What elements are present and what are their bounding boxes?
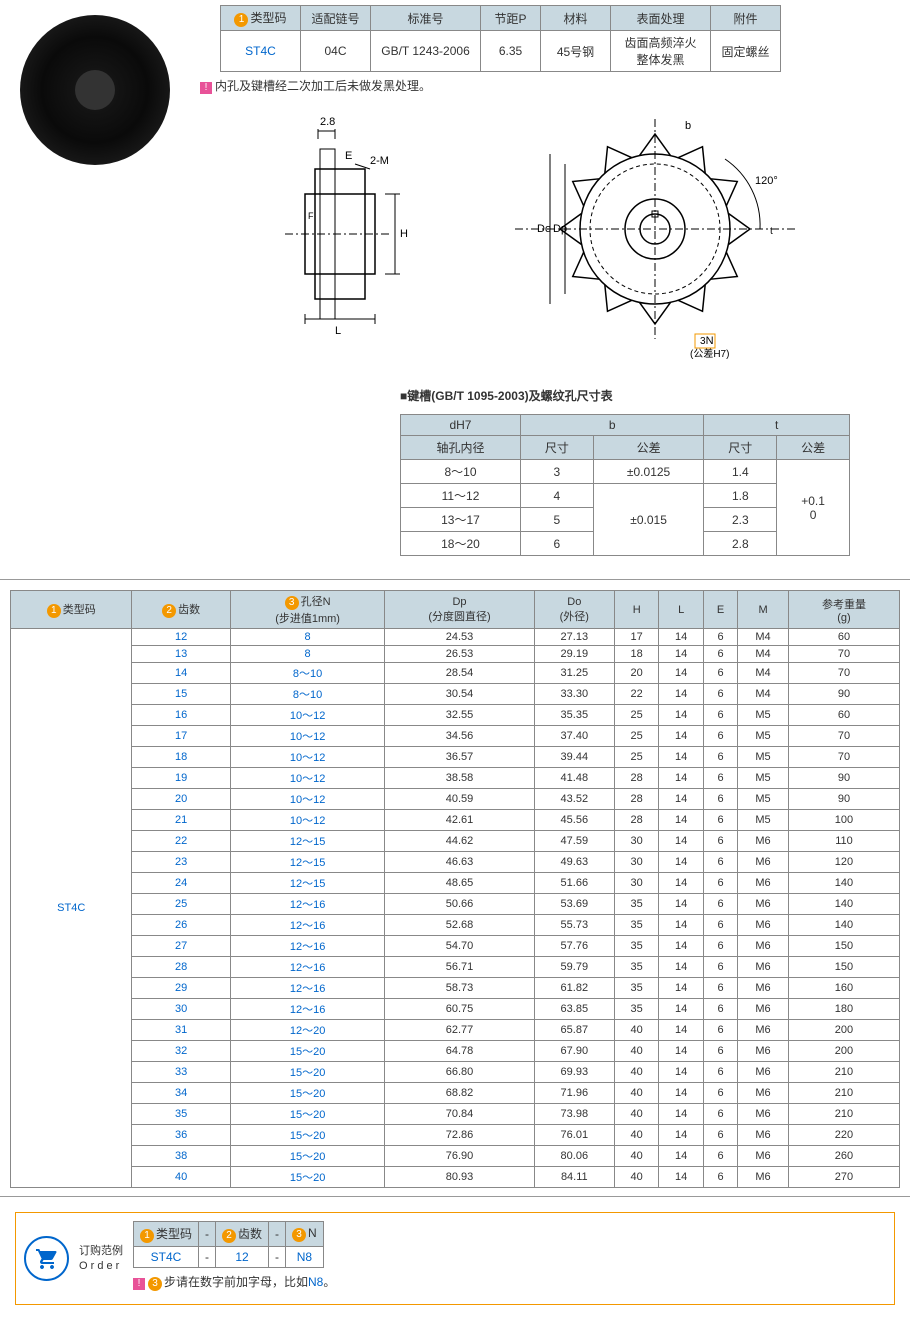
svg-text:L: L [335,325,341,337]
svg-text:F: F [308,211,314,221]
order-note: !3步请在数字前加字母，比如N8。 [133,1273,335,1291]
order-table: 1类型码-2齿数-3N ST4C-12-N8 [133,1221,324,1268]
spec-table: 1类型码适配链号标准号节距P材料表面处理附件 ST4C04CGB/T 1243-… [220,5,781,72]
order-example-box: 订购范例 O r d e r 1类型码-2齿数-3N ST4C-12-N8 !3… [15,1212,895,1305]
svg-text:t: t [770,226,773,237]
order-label: 订购范例 O r d e r [79,1244,123,1273]
svg-text:H: H [400,228,408,240]
svg-text:(公差H7): (公差H7) [690,347,729,360]
svg-text:b: b [685,120,691,132]
svg-text:Dp: Dp [553,223,567,235]
keyslot-title: ■键槽(GB/T 1095-2003)及螺纹孔尺寸表 [400,387,850,404]
svg-text:3N: 3N [700,335,714,347]
keyslot-table: dH7bt 轴孔内径尺寸公差尺寸公差 8～103±0.01251.4+0.10 … [400,414,850,556]
svg-text:2-M: 2-M [370,155,389,167]
technical-diagram: 2.8 E 2-M F H L [200,109,850,372]
cart-icon [24,1236,69,1281]
svg-text:2.8: 2.8 [320,116,335,128]
svg-text:120°: 120° [755,175,778,187]
svg-text:Do: Do [537,223,551,235]
main-data-table: 1类型码2齿数3孔径N(步进值1mm)Dp(分度圆直径)Do(外径)HLEM参考… [10,590,900,1188]
note-1: !内孔及键槽经二次加工后未做发黑处理。 [200,77,850,94]
svg-text:E: E [345,150,352,162]
product-photo [20,15,190,185]
